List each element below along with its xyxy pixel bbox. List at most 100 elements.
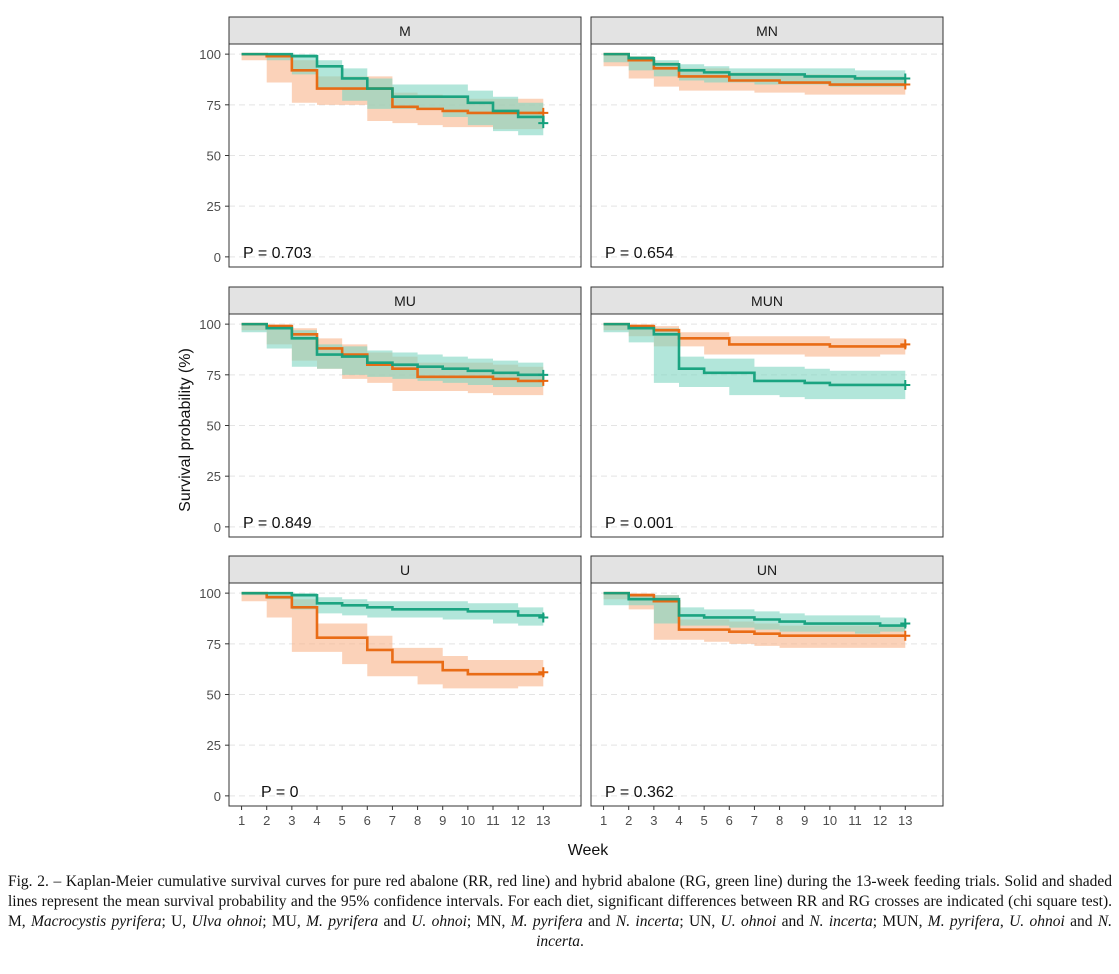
x-tick-label: 9	[801, 813, 808, 828]
panel-mu: MU P = 0.849 0 25 50 75 100	[199, 286, 582, 538]
rg-censor-mark	[538, 118, 549, 129]
caption-segment: N. incerta	[615, 913, 680, 930]
caption-segment: N. incerta	[536, 913, 1113, 950]
y-axis-label: Survival probability (%)	[177, 348, 194, 512]
x-tick-label: 3	[650, 813, 657, 828]
rg-survival-line	[241, 322, 544, 377]
rg-survival-line	[603, 591, 907, 627]
caption-segment: Macrocystis pyrifera	[31, 913, 162, 930]
y-tick-label: 75	[207, 637, 221, 652]
p-value-label: P = 0.362	[605, 784, 674, 801]
caption-segment: ,	[999, 913, 1010, 930]
facet-strip	[228, 16, 582, 45]
x-tick-label: 11	[848, 813, 862, 828]
x-tick-label: 2	[263, 813, 270, 828]
y-tick-label: 100	[199, 47, 221, 62]
rr-survival-line	[241, 591, 545, 676]
y-tick-label: 0	[214, 520, 221, 535]
rg-censor-mark	[538, 369, 549, 380]
facet-strip	[228, 286, 582, 315]
x-tick-label: 1	[238, 813, 245, 828]
y-tick-label: 50	[207, 419, 221, 434]
x-tick-label: 6	[364, 813, 371, 828]
panel-m: M P = 0.703 0 25 50 75 100	[199, 16, 582, 268]
p-value-label: P = 0.703	[243, 245, 312, 262]
y-tick-label: 75	[207, 98, 221, 113]
x-tick-label: 6	[726, 813, 733, 828]
rr-censor-mark	[900, 630, 911, 641]
x-tick-label: 3	[288, 813, 295, 828]
caption-segment: and	[378, 913, 412, 930]
rr-survival-line	[603, 52, 906, 86]
facet-strip-label: U	[400, 562, 410, 578]
p-value-label: P = 0.654	[605, 245, 674, 262]
y-tick-label: 25	[207, 469, 221, 484]
caption-segment: and	[1064, 913, 1098, 930]
caption-segment: .	[580, 933, 584, 950]
panel-border	[590, 43, 944, 268]
facet-strip	[590, 555, 944, 584]
facet-strip-label: MN	[756, 23, 778, 39]
rg-censor-mark	[900, 73, 911, 84]
panel-mn: MN P = 0.654	[590, 16, 944, 268]
caption-segment: U. ohnoi	[720, 913, 777, 930]
rr-survival-line	[603, 322, 907, 348]
rg-survival-line	[241, 52, 545, 124]
x-tick-label: 2	[625, 813, 632, 828]
x-tick-label: 7	[751, 813, 758, 828]
rg-censor-mark	[538, 612, 549, 623]
x-tick-label: 12	[511, 813, 525, 828]
caption-segment: M. pyrifera	[306, 913, 379, 930]
caption-segment: ; UN,	[679, 913, 721, 930]
rg-censor-mark	[900, 618, 911, 629]
rg-confidence-band	[603, 54, 906, 87]
panel-border	[590, 313, 944, 538]
caption-segment: ; MUN,	[872, 913, 928, 930]
x-tick-label: 13	[536, 813, 550, 828]
rr-censor-mark	[538, 667, 549, 678]
x-tick-label: 12	[873, 813, 887, 828]
y-tick-label: 50	[207, 688, 221, 703]
caption-segment: and	[582, 913, 616, 930]
x-axis-label: Week	[568, 842, 610, 859]
y-tick-label: 75	[207, 368, 221, 383]
x-tick-label: 1	[600, 813, 607, 828]
facet-strip-label: MU	[394, 293, 416, 309]
caption-segment: U. ohnoi	[1009, 913, 1065, 930]
y-tick-label: 100	[199, 586, 221, 601]
rg-survival-line	[603, 52, 906, 80]
x-tick-label: 5	[339, 813, 346, 828]
facet-strip-label: UN	[757, 562, 777, 578]
panel-border	[590, 582, 944, 807]
rr-survival-line	[603, 591, 906, 638]
x-tick-label: 8	[414, 813, 421, 828]
caption-segment: ; MN,	[466, 913, 511, 930]
y-tick-label: 25	[207, 738, 221, 753]
y-tick-label: 100	[199, 317, 221, 332]
rg-survival-line	[241, 591, 545, 618]
caption-segment: Ulva ohnoi	[191, 913, 263, 930]
x-tick-label: 7	[389, 813, 396, 828]
caption-segment: ; U,	[161, 913, 192, 930]
rr-censor-mark	[900, 339, 911, 350]
x-tick-label: 4	[313, 813, 320, 828]
y-tick-label: 25	[207, 199, 221, 214]
p-value-label: P = 0	[261, 784, 299, 801]
caption-segment: ; MU,	[262, 913, 307, 930]
figure-caption: Fig. 2. – Kaplan-Meier cumulative surviv…	[8, 872, 1112, 952]
caption-segment: M. pyrifera	[510, 913, 583, 930]
x-tick-label: 10	[823, 813, 837, 828]
caption-segment: U. ohnoi	[411, 913, 467, 930]
x-tick-label: 9	[439, 813, 446, 828]
x-tick-label: 8	[776, 813, 783, 828]
caption-segment: and	[776, 913, 810, 930]
y-tick-label: 0	[214, 789, 221, 804]
x-tick-label: 11	[486, 813, 500, 828]
caption-segment: Fig. 2. – Kaplan-Meier cumulative surviv…	[8, 873, 1112, 930]
x-tick-label: 5	[701, 813, 708, 828]
x-tick-label: 10	[461, 813, 475, 828]
